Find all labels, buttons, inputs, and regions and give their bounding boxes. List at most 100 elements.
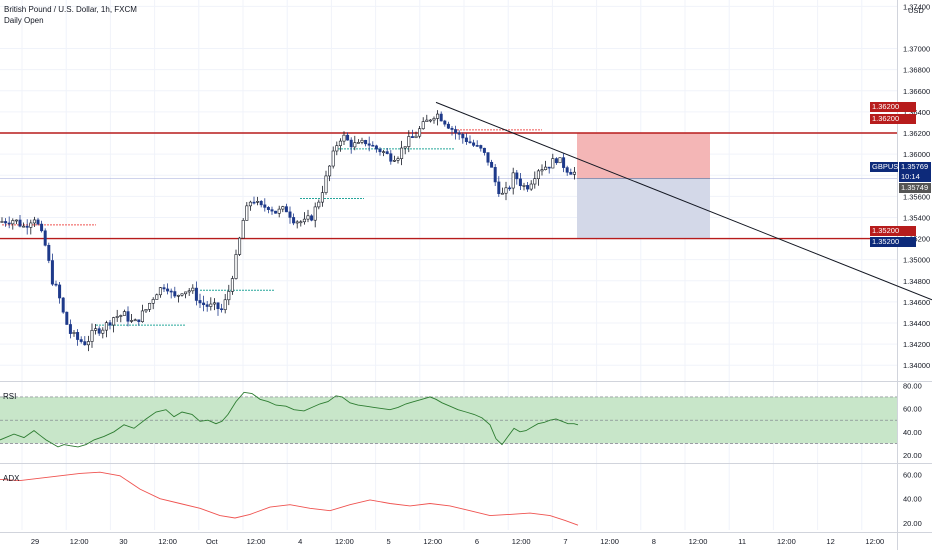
candle-body [122, 311, 126, 316]
candle-body [256, 201, 260, 203]
time-tick-label: 12:00 [158, 537, 177, 546]
candle-body [504, 187, 508, 194]
candle-body [320, 192, 324, 203]
candle-body [36, 219, 40, 225]
candle-body [306, 215, 310, 220]
time-tick-label: 7 [563, 537, 567, 546]
rsi-tick-label: 20.00 [903, 451, 922, 460]
candle-body [263, 204, 267, 208]
candle-body [169, 290, 173, 293]
candle-body [108, 322, 112, 326]
candle-body [184, 291, 188, 295]
candle-body [252, 201, 256, 204]
candle-body [205, 304, 209, 307]
candle-body [216, 302, 220, 310]
candle-body [245, 205, 249, 221]
candle-body [76, 332, 80, 340]
candle-body [230, 278, 234, 292]
candle-body [565, 167, 569, 173]
candle-body [155, 294, 159, 300]
price-tick-label: 1.36400 [903, 108, 930, 117]
price-tick-label: 1.34600 [903, 298, 930, 307]
candle-body [14, 219, 18, 222]
candle-body [212, 302, 216, 305]
candle-body [209, 303, 213, 307]
candle-body [482, 147, 486, 153]
candles [0, 110, 576, 352]
adx-pane-label[interactable]: ADX [3, 474, 20, 483]
indicator-name[interactable]: Daily Open [4, 16, 44, 25]
rsi-pane-label[interactable]: RSI [3, 392, 17, 401]
candle-body [270, 209, 274, 212]
candle-body [130, 320, 134, 322]
candle-body [457, 132, 461, 135]
candle-body [144, 309, 148, 312]
symbol-tag-badge[interactable]: GBPUSD [870, 162, 904, 172]
adx-tick-label: 40.00 [903, 495, 922, 504]
candle-body [356, 142, 360, 144]
time-tick-label: 12:00 [247, 537, 266, 546]
rsi-tick-label: 40.00 [903, 428, 922, 437]
candle-body [342, 134, 346, 142]
candle-body [310, 215, 314, 221]
candle-body [439, 113, 443, 122]
candle-body [428, 119, 432, 122]
time-tick-label: 12:00 [600, 537, 619, 546]
price-tick-label: 1.34800 [903, 277, 930, 286]
candle-body [302, 218, 306, 223]
candle-body [295, 221, 299, 224]
time-tick-label: 12:00 [777, 537, 796, 546]
adx-tick-label: 60.00 [903, 471, 922, 480]
candle-body [547, 166, 551, 169]
support-price-badge-2: 1.35200 [870, 237, 916, 247]
candle-body [176, 294, 180, 297]
candle-body [410, 136, 414, 138]
candle-body [461, 133, 465, 139]
time-tick-label: 12 [826, 537, 834, 546]
candle-body [54, 283, 58, 286]
candle-body [472, 142, 476, 146]
time-tick-label: 12:00 [689, 537, 708, 546]
price-tick-label: 1.37000 [903, 45, 930, 54]
candle-body [500, 192, 504, 195]
candle-body [32, 219, 36, 224]
price-tick-label: 1.34200 [903, 340, 930, 349]
candle-body [198, 300, 202, 304]
candle-body [446, 123, 450, 129]
symbol-title[interactable]: British Pound / U.S. Dollar, 1h, FXCM [4, 5, 137, 14]
time-tick-label: 30 [119, 537, 127, 546]
price-tick-label: 1.34000 [903, 361, 930, 370]
candle-body [47, 244, 51, 261]
candle-body [493, 167, 497, 183]
candle-body [173, 291, 177, 297]
candle-body [227, 291, 231, 301]
candle-body [389, 153, 393, 162]
candle-body [479, 145, 483, 149]
candle-body [328, 165, 332, 177]
resistance-price-badge-2: 1.36200 [870, 114, 916, 124]
candle-body [284, 206, 288, 213]
candle-body [454, 129, 458, 134]
candle-body [259, 201, 263, 206]
price-tick-label: 1.34400 [903, 319, 930, 328]
candle-body [115, 316, 119, 318]
candle-body [338, 140, 342, 146]
candle-body [90, 330, 94, 342]
candle-body [464, 137, 468, 143]
candle-body [522, 185, 526, 187]
chart-legend: British Pound / U.S. Dollar, 1h, FXCM Da… [4, 4, 137, 26]
candle-body [7, 222, 11, 225]
candle-body [191, 287, 195, 292]
candle-body [187, 290, 191, 293]
candle-body [133, 319, 137, 322]
candle-body [277, 208, 281, 214]
candle-body [274, 210, 278, 214]
candle-body [266, 207, 270, 210]
candle-body [65, 311, 69, 325]
candle-body [486, 152, 490, 163]
time-tick-label: 29 [31, 537, 39, 546]
candle-body [288, 211, 292, 218]
rsi-pane: 80.00 60.00 40.00 20.00 [0, 381, 922, 460]
